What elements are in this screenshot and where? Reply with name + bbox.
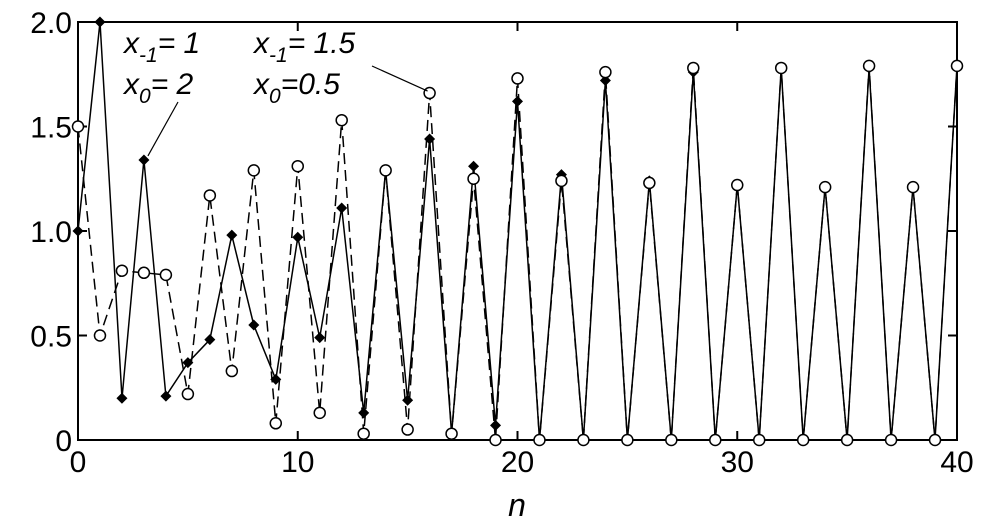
y-tick-label: 1.0 bbox=[30, 216, 72, 249]
data-point-circle bbox=[401, 423, 414, 436]
data-point-diamond bbox=[270, 373, 282, 385]
data-point-circle bbox=[840, 433, 854, 447]
data-point-circle bbox=[291, 159, 304, 173]
data-point-circle bbox=[906, 180, 920, 194]
data-point-circle bbox=[247, 164, 261, 177]
annotation-leader bbox=[147, 101, 179, 157]
data-point-diamond bbox=[182, 357, 194, 369]
data-point-circle bbox=[489, 433, 502, 447]
data-point-circle bbox=[71, 120, 85, 133]
data-point-diamond bbox=[160, 390, 172, 402]
data-point-circle bbox=[467, 172, 480, 185]
data-point-diamond bbox=[204, 334, 216, 346]
data-point-diamond bbox=[314, 332, 326, 344]
data-point-circle bbox=[774, 61, 788, 75]
annotations: x-1= 1x0= 2 x-1= 1.5x0=0.5 bbox=[122, 27, 428, 157]
y-tick-label: 2.0 bbox=[30, 7, 72, 40]
data-point-diamond bbox=[490, 419, 502, 431]
data-point-circle bbox=[423, 86, 436, 100]
tick-labels: 0 10 20 30 40 0 0.5 1.0 1.5 2.0 bbox=[30, 7, 973, 479]
data-point-circle bbox=[687, 61, 700, 75]
x-tick-label: 40 bbox=[940, 446, 973, 479]
y-tick-label: 0.5 bbox=[30, 321, 72, 354]
series-1 bbox=[77, 65, 958, 441]
data-point-circle bbox=[950, 59, 964, 73]
data-point-diamond bbox=[292, 231, 304, 243]
data-point-circle bbox=[181, 387, 195, 401]
data-point-circle bbox=[137, 266, 151, 280]
data-point-circle bbox=[577, 433, 590, 447]
data-point-circle bbox=[621, 433, 634, 447]
data-point-circle bbox=[269, 417, 283, 430]
data-point-diamond bbox=[512, 95, 523, 107]
series-layer bbox=[71, 16, 964, 447]
data-point-circle bbox=[379, 164, 392, 177]
data-point-circle bbox=[313, 406, 326, 420]
data-point-circle bbox=[862, 59, 876, 73]
data-point-circle bbox=[752, 433, 766, 447]
data-point-circle bbox=[225, 364, 239, 378]
annotation-label: x-1= 1.5 bbox=[252, 27, 356, 67]
data-point-circle bbox=[796, 433, 810, 447]
data-point-circle bbox=[555, 174, 568, 188]
data-point-diamond bbox=[94, 16, 106, 28]
data-point-diamond bbox=[138, 154, 150, 166]
data-point-circle bbox=[93, 329, 107, 342]
data-point-diamond bbox=[468, 160, 480, 172]
data-point-diamond bbox=[358, 407, 370, 419]
data-point-diamond bbox=[116, 392, 128, 404]
annotation-label: x-1= 1 bbox=[122, 27, 200, 67]
data-point-circle bbox=[445, 427, 458, 440]
data-point-diamond bbox=[424, 133, 436, 145]
data-point-circle bbox=[335, 113, 348, 127]
data-point-circle bbox=[665, 433, 678, 447]
annotation-label: x0= 2 bbox=[122, 68, 194, 108]
data-point-diamond bbox=[402, 394, 414, 406]
data-point-circle bbox=[203, 189, 217, 202]
data-point-diamond bbox=[226, 229, 238, 241]
x-tick-label: 20 bbox=[501, 446, 534, 479]
data-point-circle bbox=[818, 180, 832, 194]
x-tick-label: 0 bbox=[70, 446, 87, 479]
data-point-circle bbox=[928, 433, 942, 447]
data-point-circle bbox=[357, 427, 370, 440]
data-point-diamond bbox=[72, 225, 84, 237]
annotation-leader bbox=[371, 65, 428, 92]
y-tick-label: 1.5 bbox=[30, 112, 72, 145]
data-point-circle bbox=[533, 433, 546, 447]
y-tick-label: 0 bbox=[55, 425, 72, 458]
data-point-circle bbox=[511, 72, 524, 85]
data-point-circle bbox=[159, 268, 173, 282]
data-point-circle bbox=[709, 433, 722, 447]
data-point-circle bbox=[115, 264, 129, 277]
series-markers-1 bbox=[71, 59, 964, 447]
x-tick-label: 30 bbox=[721, 446, 754, 479]
data-point-circle bbox=[599, 65, 612, 79]
x-axis-title: n bbox=[508, 487, 526, 523]
x-tick-label: 10 bbox=[281, 446, 314, 479]
data-point-circle bbox=[884, 433, 898, 447]
data-point-diamond bbox=[336, 202, 348, 214]
annotation-label: x0=0.5 bbox=[252, 68, 340, 108]
data-point-circle bbox=[731, 178, 744, 192]
data-point-diamond bbox=[248, 319, 260, 331]
data-point-circle bbox=[643, 176, 656, 190]
series-line bbox=[77, 65, 958, 441]
